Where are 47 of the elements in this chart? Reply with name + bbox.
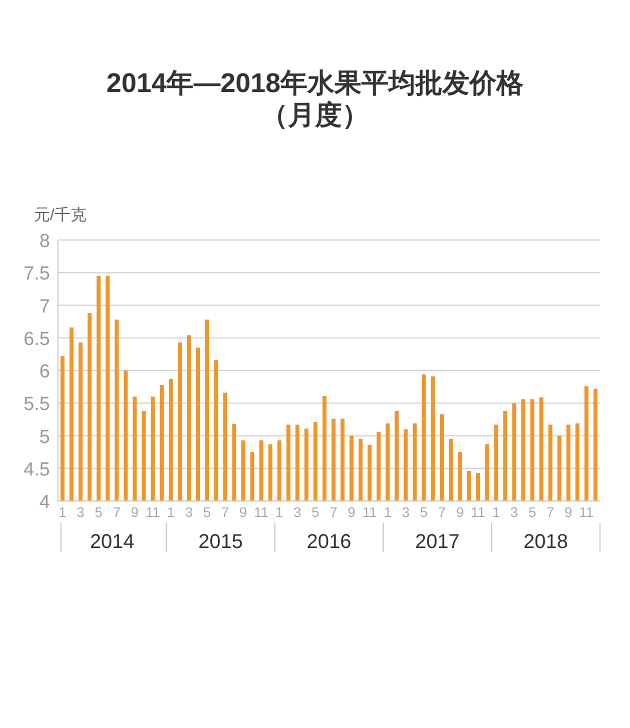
x-tick-label: 9	[456, 504, 464, 520]
x-tick-label: 5	[203, 504, 212, 520]
x-tick-label: 5	[420, 504, 428, 520]
text: 2018	[524, 531, 568, 553]
x-tick-label: 1	[384, 504, 392, 520]
x-tick-label: 9	[564, 504, 572, 520]
x-tick-label: 5	[94, 504, 103, 520]
x-tick-label: 9	[348, 504, 356, 520]
y-tick-label: 7	[39, 296, 50, 318]
x-tick-label: 3	[293, 504, 302, 520]
x-tick-label: 7	[438, 504, 446, 520]
x-tick-label: 1	[275, 504, 284, 520]
text: 2015	[198, 531, 243, 553]
x-tick-label: 11	[470, 504, 486, 520]
x-tick-label: 7	[112, 504, 121, 520]
x-tick-label: 7	[221, 504, 230, 520]
x-tick-label: 9	[130, 504, 139, 520]
x-tick-label: 3	[402, 504, 410, 520]
y-tick-label: 8	[39, 231, 50, 252]
x-tick-label: 11	[579, 504, 594, 520]
y-axis-title: 元/千克	[34, 206, 86, 224]
x-tick-label: 11	[254, 504, 269, 520]
x-tick-label: 3	[510, 504, 518, 520]
y-tick-label: 5.5	[24, 394, 50, 416]
x-tick-label: 11	[146, 504, 160, 520]
y-tick-label: 4	[39, 492, 50, 513]
text: 2016	[306, 531, 352, 553]
x-tick-label: 1	[58, 504, 67, 520]
y-tick-label: 7.5	[24, 264, 50, 285]
x-tick-label: 1	[167, 504, 176, 520]
x-tick-label: 3	[76, 504, 85, 520]
chart-subtitle: （月度）	[261, 100, 369, 130]
x-tick-label: 11	[362, 504, 378, 520]
x-tick-label: 5	[312, 504, 320, 520]
y-tick-label: 4.5	[24, 459, 50, 480]
x-tick-label: 9	[239, 504, 248, 520]
x-tick-label: 7	[546, 504, 554, 520]
x-tick-label: 5	[528, 504, 536, 520]
x-tick-label: 3	[185, 504, 194, 520]
y-tick-label: 6.5	[24, 328, 50, 350]
x-tick-label: 7	[330, 504, 338, 520]
y-tick-label: 5	[39, 426, 50, 448]
x-tick-label: 1	[492, 504, 500, 520]
chart-title: 2014年—2018年水果平均批发价格	[106, 68, 524, 98]
y-tick-label: 6	[39, 362, 50, 382]
text: 2017	[415, 531, 460, 553]
text: 2014	[90, 531, 134, 553]
